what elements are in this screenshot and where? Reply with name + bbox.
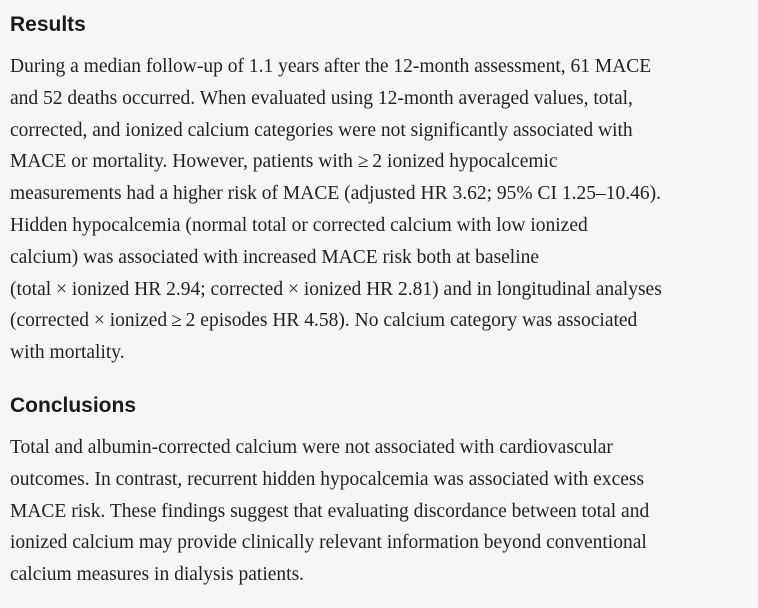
conclusions-line: Total and albumin-corrected calcium were… [10,437,613,458]
results-line: calcium) was associated with increased M… [10,246,540,268]
results-line: corrected, and ionized calcium categorie… [10,119,633,141]
results-paragraph: During a median follow-up of 1.1 years a… [10,51,752,369]
results-line: (total × ionized HR 2.94; corrected × io… [10,278,662,300]
conclusions-line: calcium measures in dialysis patients. [10,564,305,586]
conclusions-line: ionized calcium may provide clinically r… [10,532,647,554]
results-line: (corrected × ionized ≥ 2 episodes HR 4.5… [10,310,638,332]
conclusions-heading: Conclusions [10,394,137,417]
conclusions-section: Conclusions Total and albumin-corrected … [10,392,752,591]
results-line: MACE or mortality. However, patients wit… [10,151,558,173]
results-heading: Results [10,13,86,36]
results-line: Hidden hypocalcemia (normal total or cor… [10,214,588,236]
conclusions-line: outcomes. In contrast, recurrent hidden … [10,468,645,490]
conclusions-paragraph: Total and albumin-corrected calcium were… [10,432,752,591]
results-line: During a median follow-up of 1.1 years a… [10,56,652,77]
results-line: measurements had a higher risk of MACE (… [10,183,661,205]
conclusions-line: MACE risk. These findings suggest that e… [10,500,650,522]
results-section: Results During a median follow-up of 1.1… [10,11,752,369]
results-line: with mortality. [10,342,125,364]
results-line: and 52 deaths occurred. When evaluated u… [10,87,633,109]
